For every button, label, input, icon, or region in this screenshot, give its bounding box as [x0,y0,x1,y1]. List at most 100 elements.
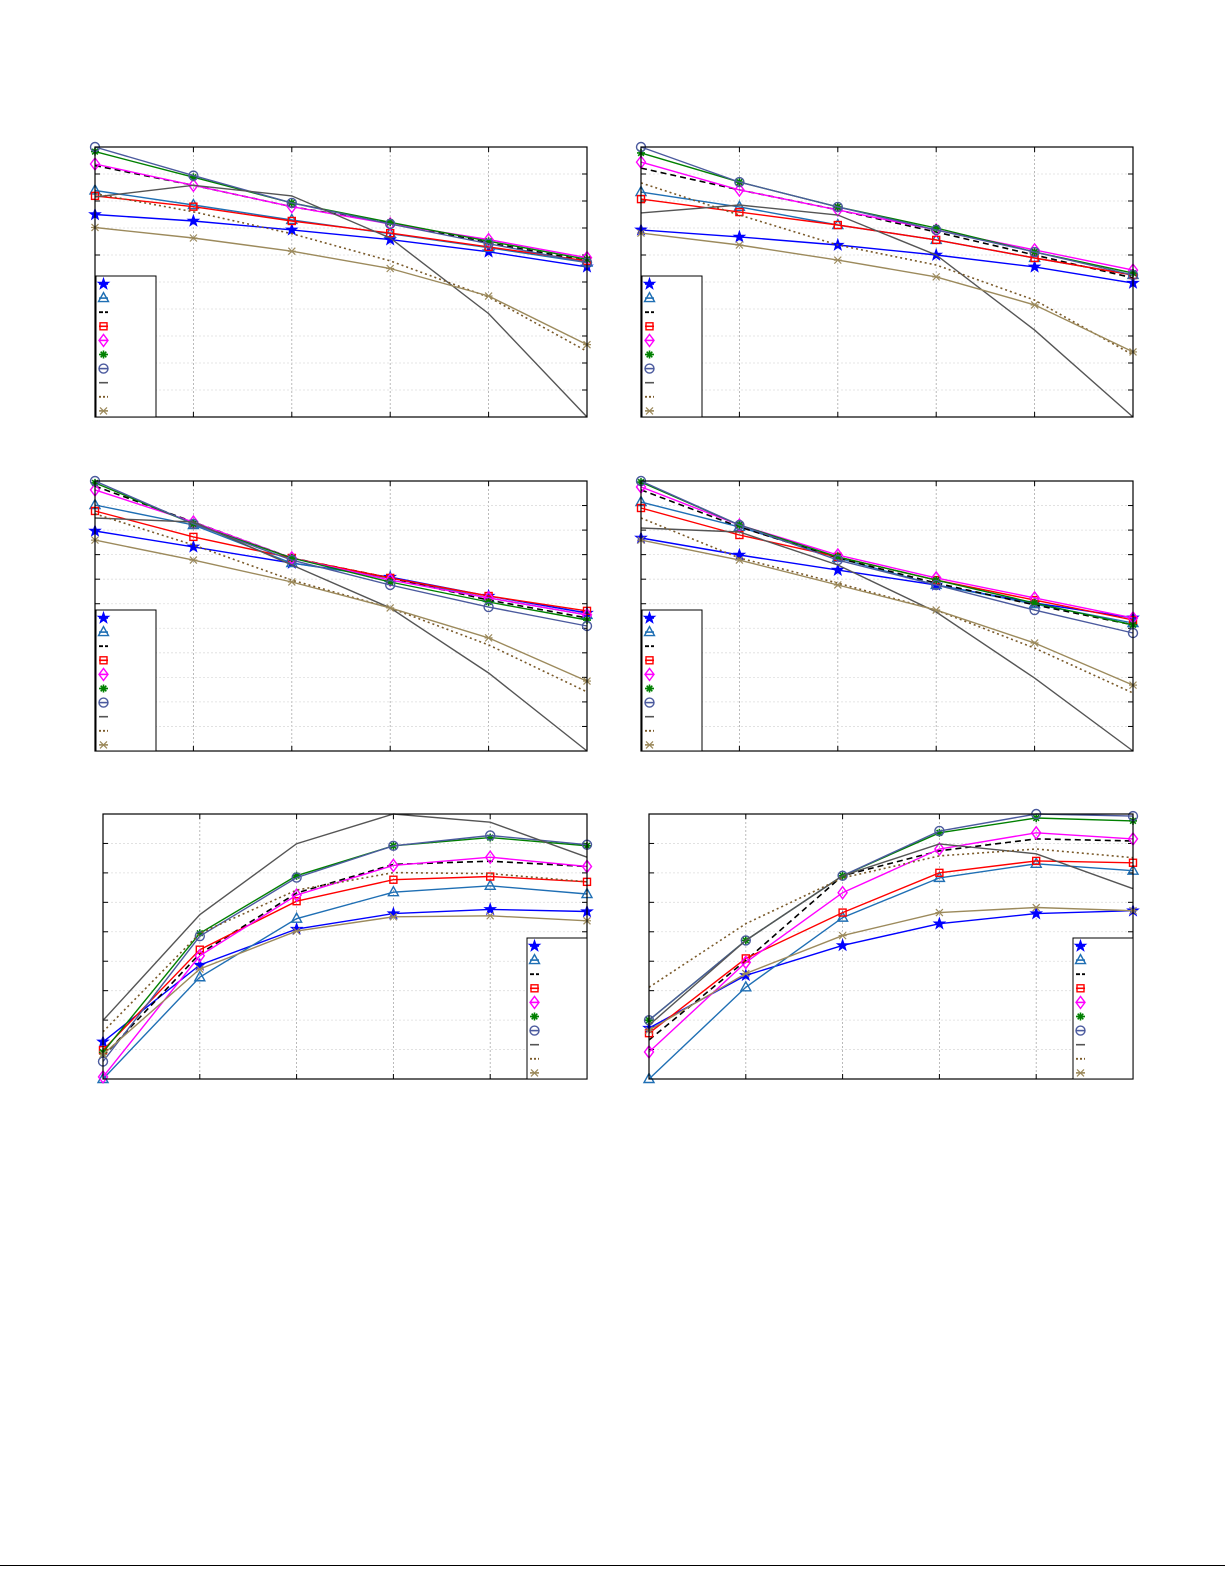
data-point-star [1027,259,1042,273]
series-line [648,910,1134,1029]
plot-frame [94,480,588,752]
data-point-star [830,562,845,576]
data-point-circle [483,601,494,613]
data-point-circle [934,825,945,837]
series-1 [88,207,594,273]
series-3 [648,838,1134,1041]
legend-marker-x [1076,1068,1085,1077]
data-point-circle [734,519,745,531]
data-point-square [389,875,398,884]
data-point-circle [188,170,199,181]
series-line [102,856,588,1078]
data-point-square [735,207,744,217]
series-8 [640,527,1134,752]
data-point-star [835,938,850,952]
legend-marker-star [642,610,657,624]
legend-marker-diamond [98,333,109,348]
legend-box [641,609,703,752]
chart-4 [634,475,1140,752]
asterisk-stroke [100,351,107,358]
series-line [94,489,588,616]
plot-frame [640,480,1134,752]
legend-entry [1075,1025,1086,1036]
data-point-square [287,216,296,226]
legend-entry [1073,938,1088,952]
legend-entry [1076,984,1085,993]
legend-marker-circle [529,1025,540,1036]
series-line [640,486,1134,619]
data-point-x [935,908,944,917]
data-point-star [186,539,201,553]
legend [95,609,157,752]
legend-box [95,609,157,752]
series-7 [643,808,1139,1026]
series-10 [637,229,1137,356]
data-point-triangle [484,878,497,891]
data-point-x [389,912,398,921]
data-point-circle [1029,246,1040,258]
data-point-x [386,264,395,273]
legend-entry [643,625,656,637]
legend-entry [1076,1068,1085,1077]
data-point-circle [832,201,843,213]
legend-entry [1075,995,1086,1010]
legend-entry [527,938,542,952]
legend-entry [1074,953,1087,965]
data-point-x [287,247,296,256]
data-point-diamond [1030,825,1042,840]
data-point-x [932,606,941,614]
data-point-x [735,556,744,565]
data-point-diamond [484,850,496,865]
series-1 [96,902,594,1048]
legend-marker-triangle [643,291,656,303]
data-point-star [1029,906,1044,920]
legend-entry [98,363,109,374]
series-line [640,182,1134,356]
legend-entry [98,697,109,708]
legend-marker-square [1076,984,1085,993]
legend-marker-circle [644,363,655,374]
legend [526,937,588,1080]
legend-entry [530,1012,539,1021]
series-8 [640,204,1134,418]
data-point-diamond [286,199,298,214]
data-point-x [292,927,301,936]
data-point-x [833,256,842,265]
data-point-triangle [193,970,206,982]
data-point-star [483,902,498,916]
data-point-diamond [188,178,199,193]
data-point-x [741,969,750,978]
series-9 [94,192,588,353]
legend-box [1072,937,1134,1080]
legend-entry [1076,1012,1085,1021]
data-point-triangle [290,911,303,923]
legend [641,609,703,752]
data-point-diamond [384,572,396,588]
legend-entry [530,1068,539,1077]
legend-marker-triangle [528,953,541,965]
legend-entry [645,740,654,749]
data-point-circle [385,579,396,591]
series-10 [91,536,591,685]
legend-entry [99,684,108,693]
series-line [648,838,1134,1041]
data-point-x [484,633,493,642]
series-8 [94,184,588,418]
series-line [640,198,1134,276]
legend-entry [642,610,657,624]
legend-entry [645,322,654,331]
data-point-star [738,968,753,982]
plot-frame [94,146,588,418]
legend-entry [98,667,109,682]
legend-marker-x [99,740,108,749]
data-point-circle [291,872,302,883]
legend-marker-asterisk [1076,1012,1085,1021]
data-point-diamond [388,858,399,873]
series-3 [102,860,588,1058]
plot-frame [102,813,588,1080]
legend-entry [96,276,111,290]
plot-frame [640,146,1134,418]
legend [641,275,703,418]
legend [95,275,157,418]
